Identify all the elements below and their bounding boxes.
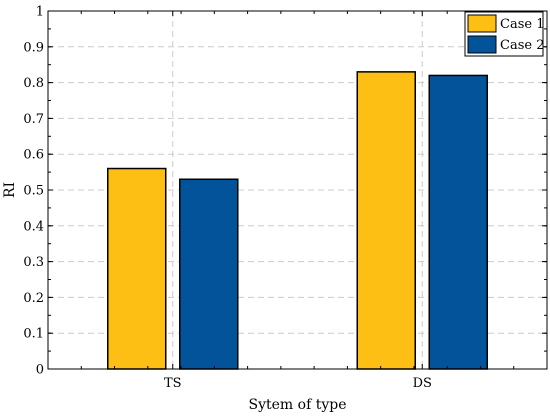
legend-swatch xyxy=(467,35,497,54)
legend: Case 1 Case 2 xyxy=(464,11,544,57)
legend-label: Case 2 xyxy=(500,38,544,53)
y-axis-ticks: 0 0.1 0.2 0.3 0.4 0.5 0.6 0.7 0.8 0.9 1 xyxy=(23,5,547,378)
y-tick-label: 0.1 xyxy=(23,327,44,342)
y-tick-label: 0.7 xyxy=(23,112,44,127)
x-axis-label: Sytem of type xyxy=(249,397,347,413)
y-tick-label: 0.4 xyxy=(23,219,44,234)
legend-label: Case 1 xyxy=(500,17,544,32)
y-tick-label: 0.9 xyxy=(23,40,44,55)
x-tick-label: TS xyxy=(164,376,182,391)
y-tick-label: 0.5 xyxy=(23,184,44,199)
y-tick-label: 0.8 xyxy=(23,76,44,91)
y-tick-label: 1 xyxy=(36,5,44,20)
y-tick-label: 0.3 xyxy=(23,255,44,270)
bar-ts-case-1 xyxy=(107,167,167,370)
bar-ts-case-2 xyxy=(179,178,239,370)
bar-ds-case-2 xyxy=(428,74,488,370)
bar-ds-case-1 xyxy=(356,71,416,370)
bars xyxy=(107,71,488,370)
y-tick-label: 0.6 xyxy=(23,148,44,163)
y-tick-label: 0 xyxy=(36,363,44,378)
y-tick-label: 0.2 xyxy=(23,291,44,306)
x-axis-ticks: TS DS xyxy=(47,11,548,391)
y-axis-label: RI xyxy=(2,182,18,198)
x-tick-label: DS xyxy=(413,376,432,391)
legend-swatch xyxy=(467,14,497,33)
